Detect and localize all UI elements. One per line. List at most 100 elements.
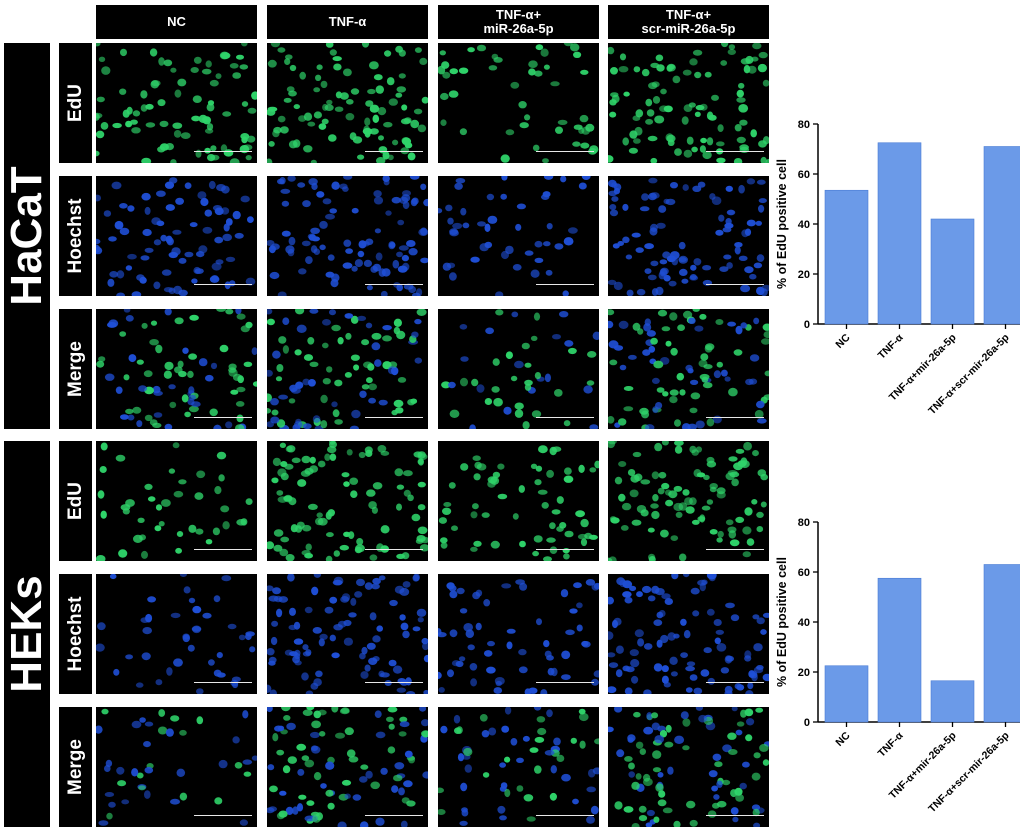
scale-bar <box>365 815 423 816</box>
micrograph-edu <box>438 43 599 163</box>
cell-line-name: HEKs <box>2 575 51 693</box>
y-axis-label: % of EdU positive cell <box>775 159 789 289</box>
column-header-line1: TNF-α+ <box>665 7 712 22</box>
micrograph-hoechst <box>438 176 599 296</box>
column-header-line2: scr-miR-26a-5p <box>641 21 736 36</box>
column-header-line2: miR-26a-5p <box>483 21 554 36</box>
column-header-nc: NC <box>96 5 257 39</box>
scale-bar <box>706 417 764 418</box>
column-header-line1: TNF-α <box>328 14 367 29</box>
row-label-merge: Merge <box>59 707 92 827</box>
column-header-tnf: TNF-α <box>267 5 428 39</box>
row-label-edu: EdU <box>59 441 92 561</box>
bar <box>983 564 1020 723</box>
scale-bar <box>365 284 423 285</box>
scale-bar <box>365 417 423 418</box>
scale-bar <box>194 549 252 550</box>
micrograph-hoechst <box>267 574 428 694</box>
micrograph-merge <box>608 309 769 429</box>
micrograph-edu <box>96 441 257 561</box>
micrograph-hoechst <box>96 176 257 296</box>
micrograph-hoechst <box>608 176 769 296</box>
y-tick-label: 0 <box>804 717 810 729</box>
micrograph-hoechst <box>267 176 428 296</box>
scale-bar <box>365 151 423 152</box>
scale-bar <box>706 682 764 683</box>
y-tick-label: 20 <box>798 269 810 281</box>
micrograph-edu <box>608 441 769 561</box>
micrograph-hoechst <box>438 574 599 694</box>
column-header-line1: TNF-α+ <box>495 7 542 22</box>
x-tick-label: TNF-α <box>876 331 906 361</box>
micrograph-merge <box>96 707 257 827</box>
y-tick-label: 40 <box>798 617 810 629</box>
row-label-hoechst: Hoechst <box>59 176 92 296</box>
micrograph-hoechst <box>608 574 769 694</box>
scale-bar <box>706 151 764 152</box>
row-label-text: Merge <box>64 341 86 397</box>
cell-line-label-hacat: HaCaT <box>2 43 51 429</box>
x-tick-label: NC <box>833 729 853 749</box>
scale-bar <box>194 151 252 152</box>
micrograph-merge <box>267 707 428 827</box>
scale-bar <box>536 417 594 418</box>
y-tick-label: 0 <box>804 319 810 331</box>
row-label-merge: Merge <box>59 309 92 429</box>
micrograph-merge <box>438 707 599 827</box>
y-tick-label: 60 <box>798 567 810 579</box>
y-tick-label: 60 <box>798 169 810 181</box>
scale-bar <box>706 284 764 285</box>
micrograph-hoechst <box>96 574 257 694</box>
bar <box>824 665 869 723</box>
bar <box>824 189 869 325</box>
x-tick-label: NC <box>833 331 853 351</box>
micrograph-edu <box>267 441 428 561</box>
scale-bar <box>706 815 764 816</box>
scale-bar <box>706 549 764 550</box>
micrograph-edu <box>438 441 599 561</box>
bar <box>983 146 1020 325</box>
row-label-text: Hoechst <box>64 596 86 672</box>
row-label-text: EdU <box>64 482 86 520</box>
micrograph-edu <box>608 43 769 163</box>
scale-bar <box>536 815 594 816</box>
bar <box>930 218 975 325</box>
column-header-tnf-scr: TNF-α+ scr-miR-26a-5p <box>608 5 769 39</box>
micrograph-merge <box>438 309 599 429</box>
cell-line-label-heks: HEKs <box>2 441 51 827</box>
bar <box>877 142 922 325</box>
row-label-text: Merge <box>64 739 86 795</box>
micrograph-edu <box>267 43 428 163</box>
x-tick-label: TNF-α <box>876 729 906 759</box>
y-tick-label: 40 <box>798 219 810 231</box>
scale-bar <box>194 417 252 418</box>
scale-bar <box>194 284 252 285</box>
row-label-text: EdU <box>64 84 86 122</box>
cell-line-name: HaCaT <box>2 166 51 306</box>
micrograph-merge <box>96 309 257 429</box>
row-label-text: Hoechst <box>64 198 86 274</box>
scale-bar <box>536 682 594 683</box>
column-header-line1: NC <box>167 14 186 29</box>
row-label-edu: EdU <box>59 43 92 163</box>
bar <box>877 577 922 723</box>
scale-bar <box>365 682 423 683</box>
micrograph-merge <box>608 707 769 827</box>
column-header-tnf-mir: TNF-α+ miR-26a-5p <box>438 5 599 39</box>
y-tick-label: 20 <box>798 667 810 679</box>
scale-bar <box>536 549 594 550</box>
row-label-hoechst: Hoechst <box>59 574 92 694</box>
bar <box>930 680 975 723</box>
scale-bar <box>365 549 423 550</box>
y-tick-label: 80 <box>798 517 810 529</box>
micrograph-merge <box>267 309 428 429</box>
scale-bar <box>536 284 594 285</box>
scale-bar <box>194 682 252 683</box>
y-axis-label: % of EdU positive cell <box>775 557 789 687</box>
y-tick-label: 80 <box>798 119 810 131</box>
scale-bar <box>536 151 594 152</box>
micrograph-edu <box>96 43 257 163</box>
